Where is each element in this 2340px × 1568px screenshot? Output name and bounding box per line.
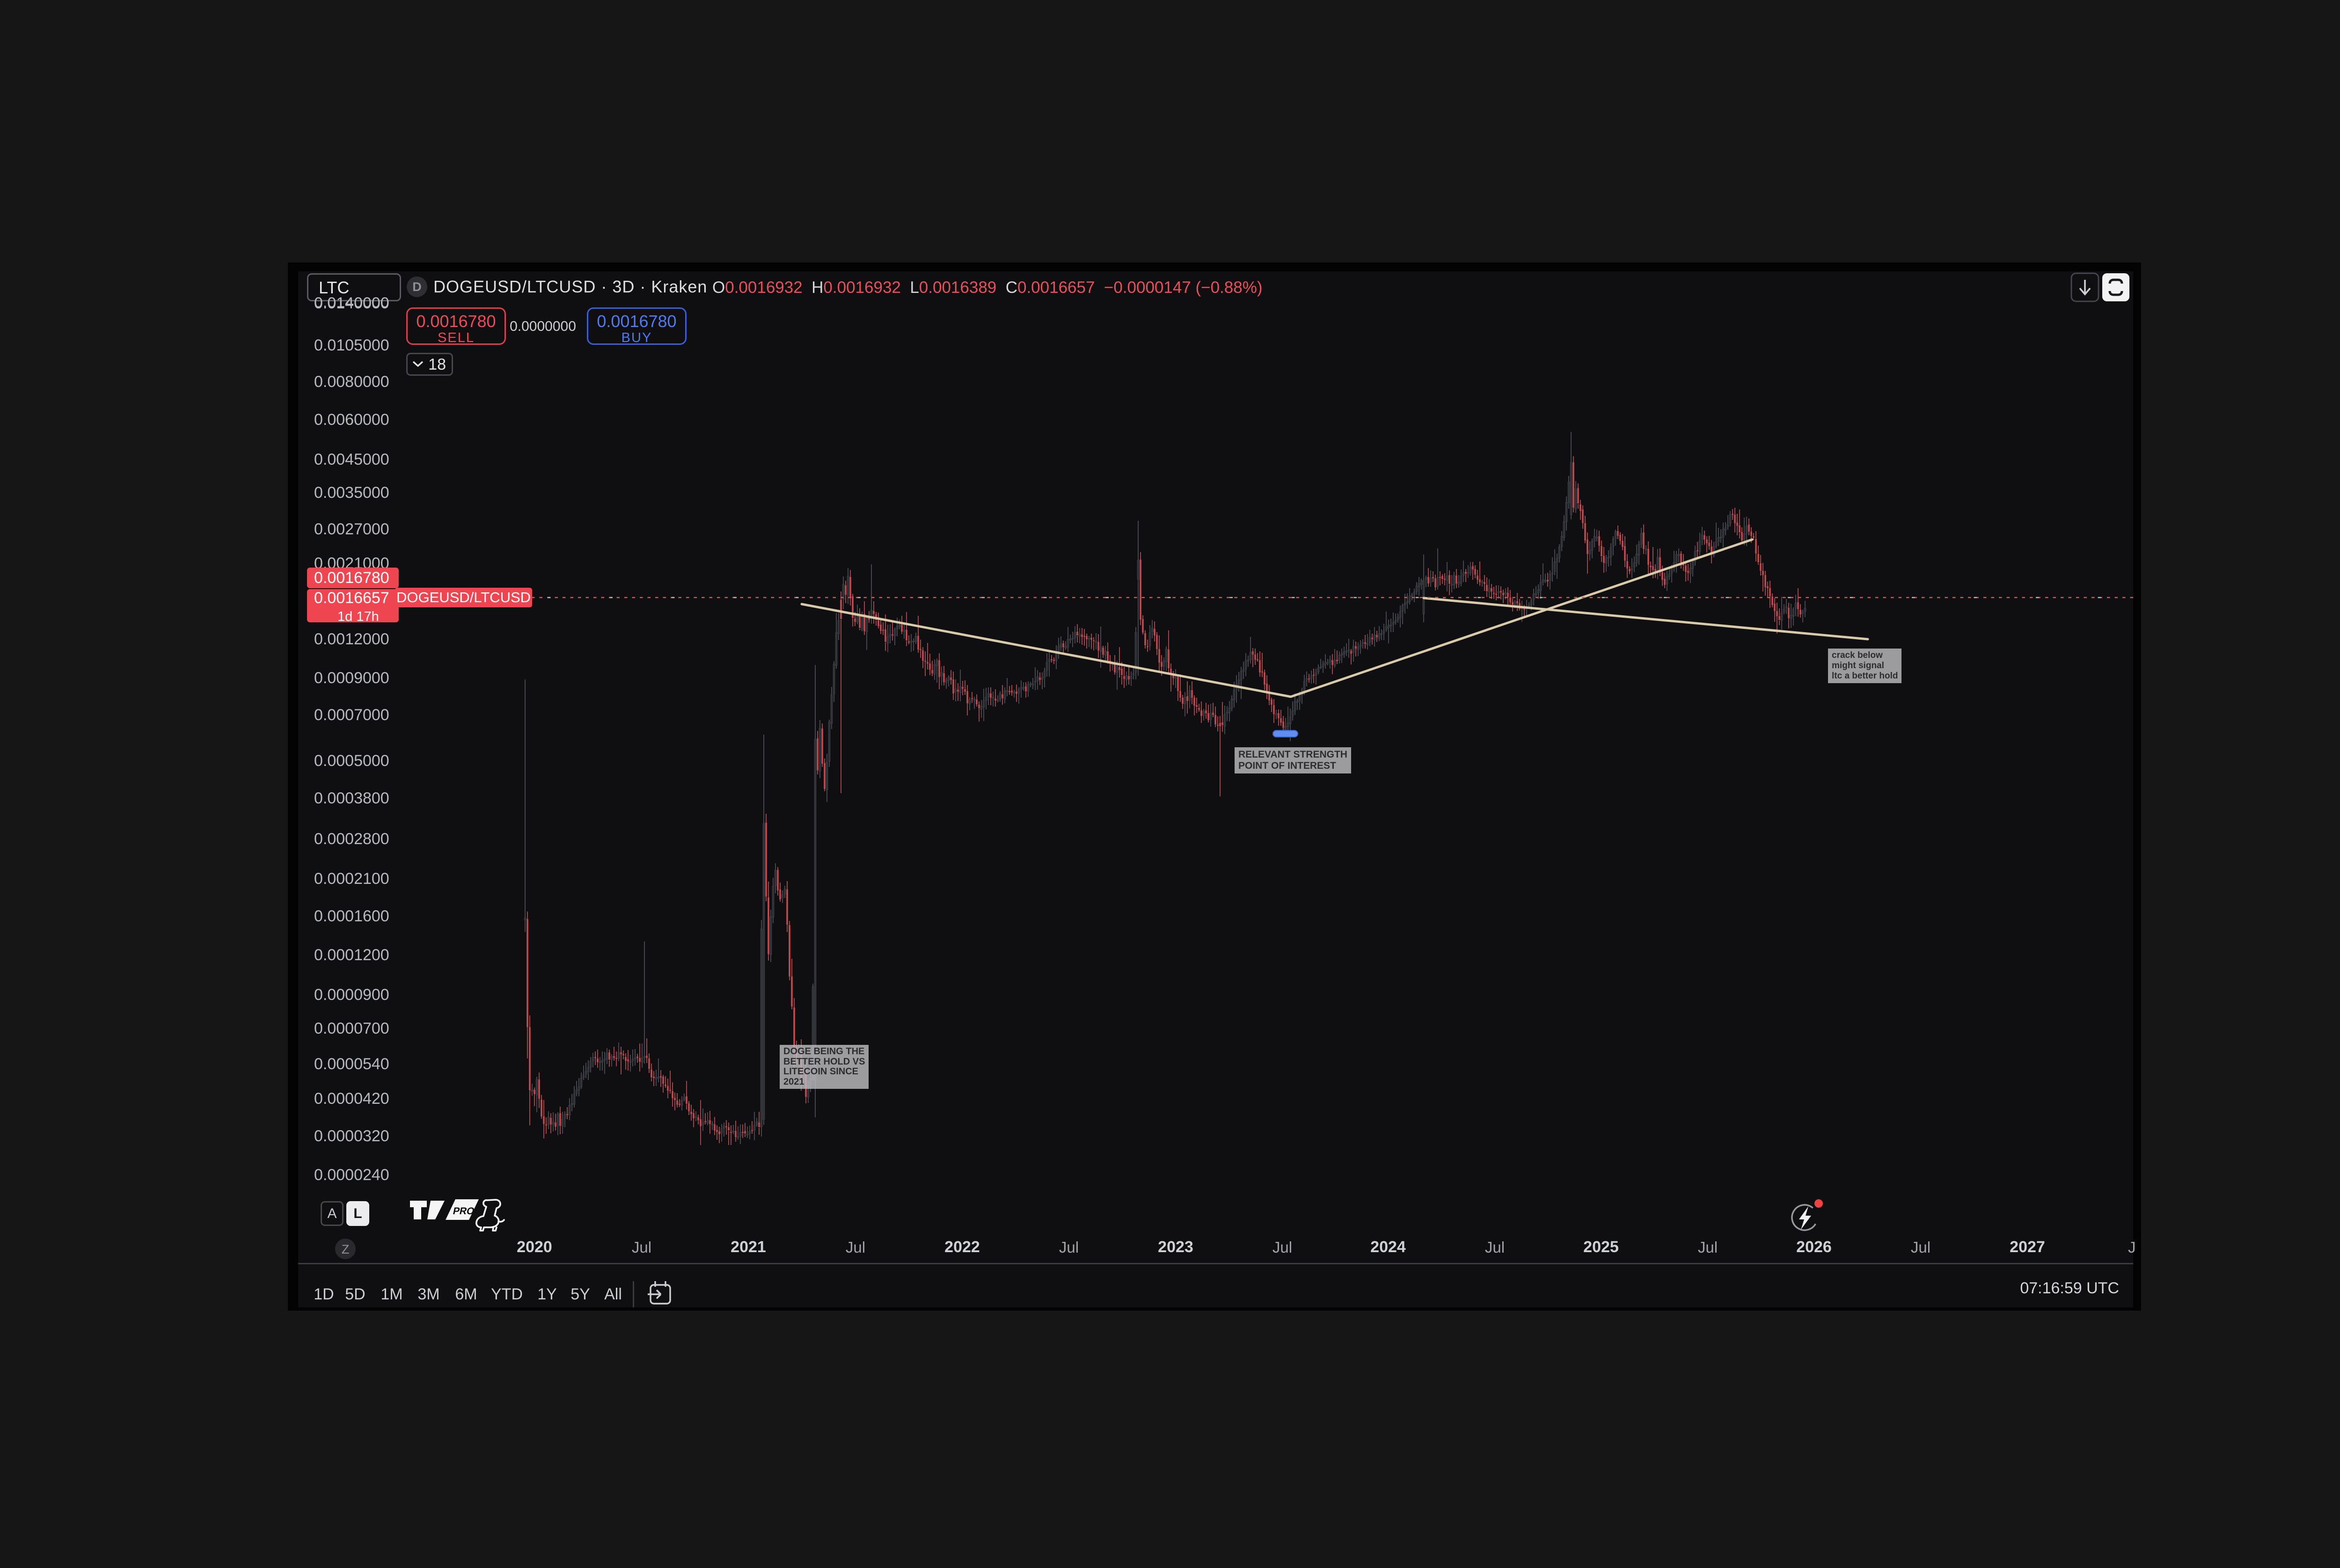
svg-text:Z: Z bbox=[342, 1242, 350, 1256]
